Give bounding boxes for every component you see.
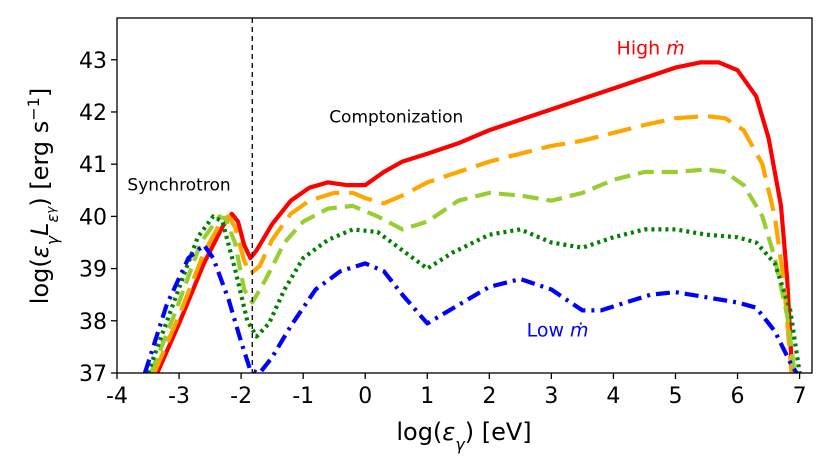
annotation-comptonization: Comptonization xyxy=(329,107,463,127)
y-tick-label: 41 xyxy=(79,153,107,178)
series-group xyxy=(142,60,802,373)
x-tick-label: -4 xyxy=(106,384,128,409)
annotation-low: Low ṁ xyxy=(527,319,589,341)
y-tick-label: 37 xyxy=(79,362,107,387)
y-axis-title: log(εγLεγ) [erg s−1] xyxy=(24,88,62,304)
annotation-high: High ṁ xyxy=(617,38,685,60)
series-line-3 xyxy=(149,167,797,373)
y-tick-label: 38 xyxy=(79,310,107,335)
plot-frame xyxy=(116,17,813,374)
x-tick-label: 4 xyxy=(606,384,620,409)
series-line-5 xyxy=(142,243,799,373)
series-line-1 xyxy=(155,60,795,373)
x-tick-label: -2 xyxy=(230,384,252,409)
y-tick-label: 43 xyxy=(79,49,107,74)
x-tick-label: 5 xyxy=(668,384,682,409)
x-tick-label: 1 xyxy=(420,384,434,409)
x-axis-title: log(εγ) [eV] xyxy=(396,418,531,454)
y-tick-label: 40 xyxy=(79,205,107,230)
series-line-2 xyxy=(152,114,794,373)
annotation-synchrotron: Synchrotron xyxy=(127,175,230,195)
y-axis-ticks: 37 38 39 40 41 42 43 xyxy=(79,49,117,387)
annotations: Synchrotron Comptonization High ṁ Low ṁ xyxy=(127,38,684,342)
x-tick-label: 2 xyxy=(482,384,496,409)
x-tick-label: 7 xyxy=(793,384,807,409)
x-tick-label: -3 xyxy=(168,384,190,409)
x-tick-label: 0 xyxy=(358,384,372,409)
y-tick-label: 39 xyxy=(79,258,107,283)
x-axis-ticks: -4 -3 -2 -1 0 1 2 3 4 5 6 7 xyxy=(106,373,807,409)
x-tick-label: 6 xyxy=(731,384,745,409)
x-tick-label: -1 xyxy=(292,384,314,409)
y-tick-label: 42 xyxy=(79,101,107,126)
x-tick-label: 3 xyxy=(544,384,558,409)
